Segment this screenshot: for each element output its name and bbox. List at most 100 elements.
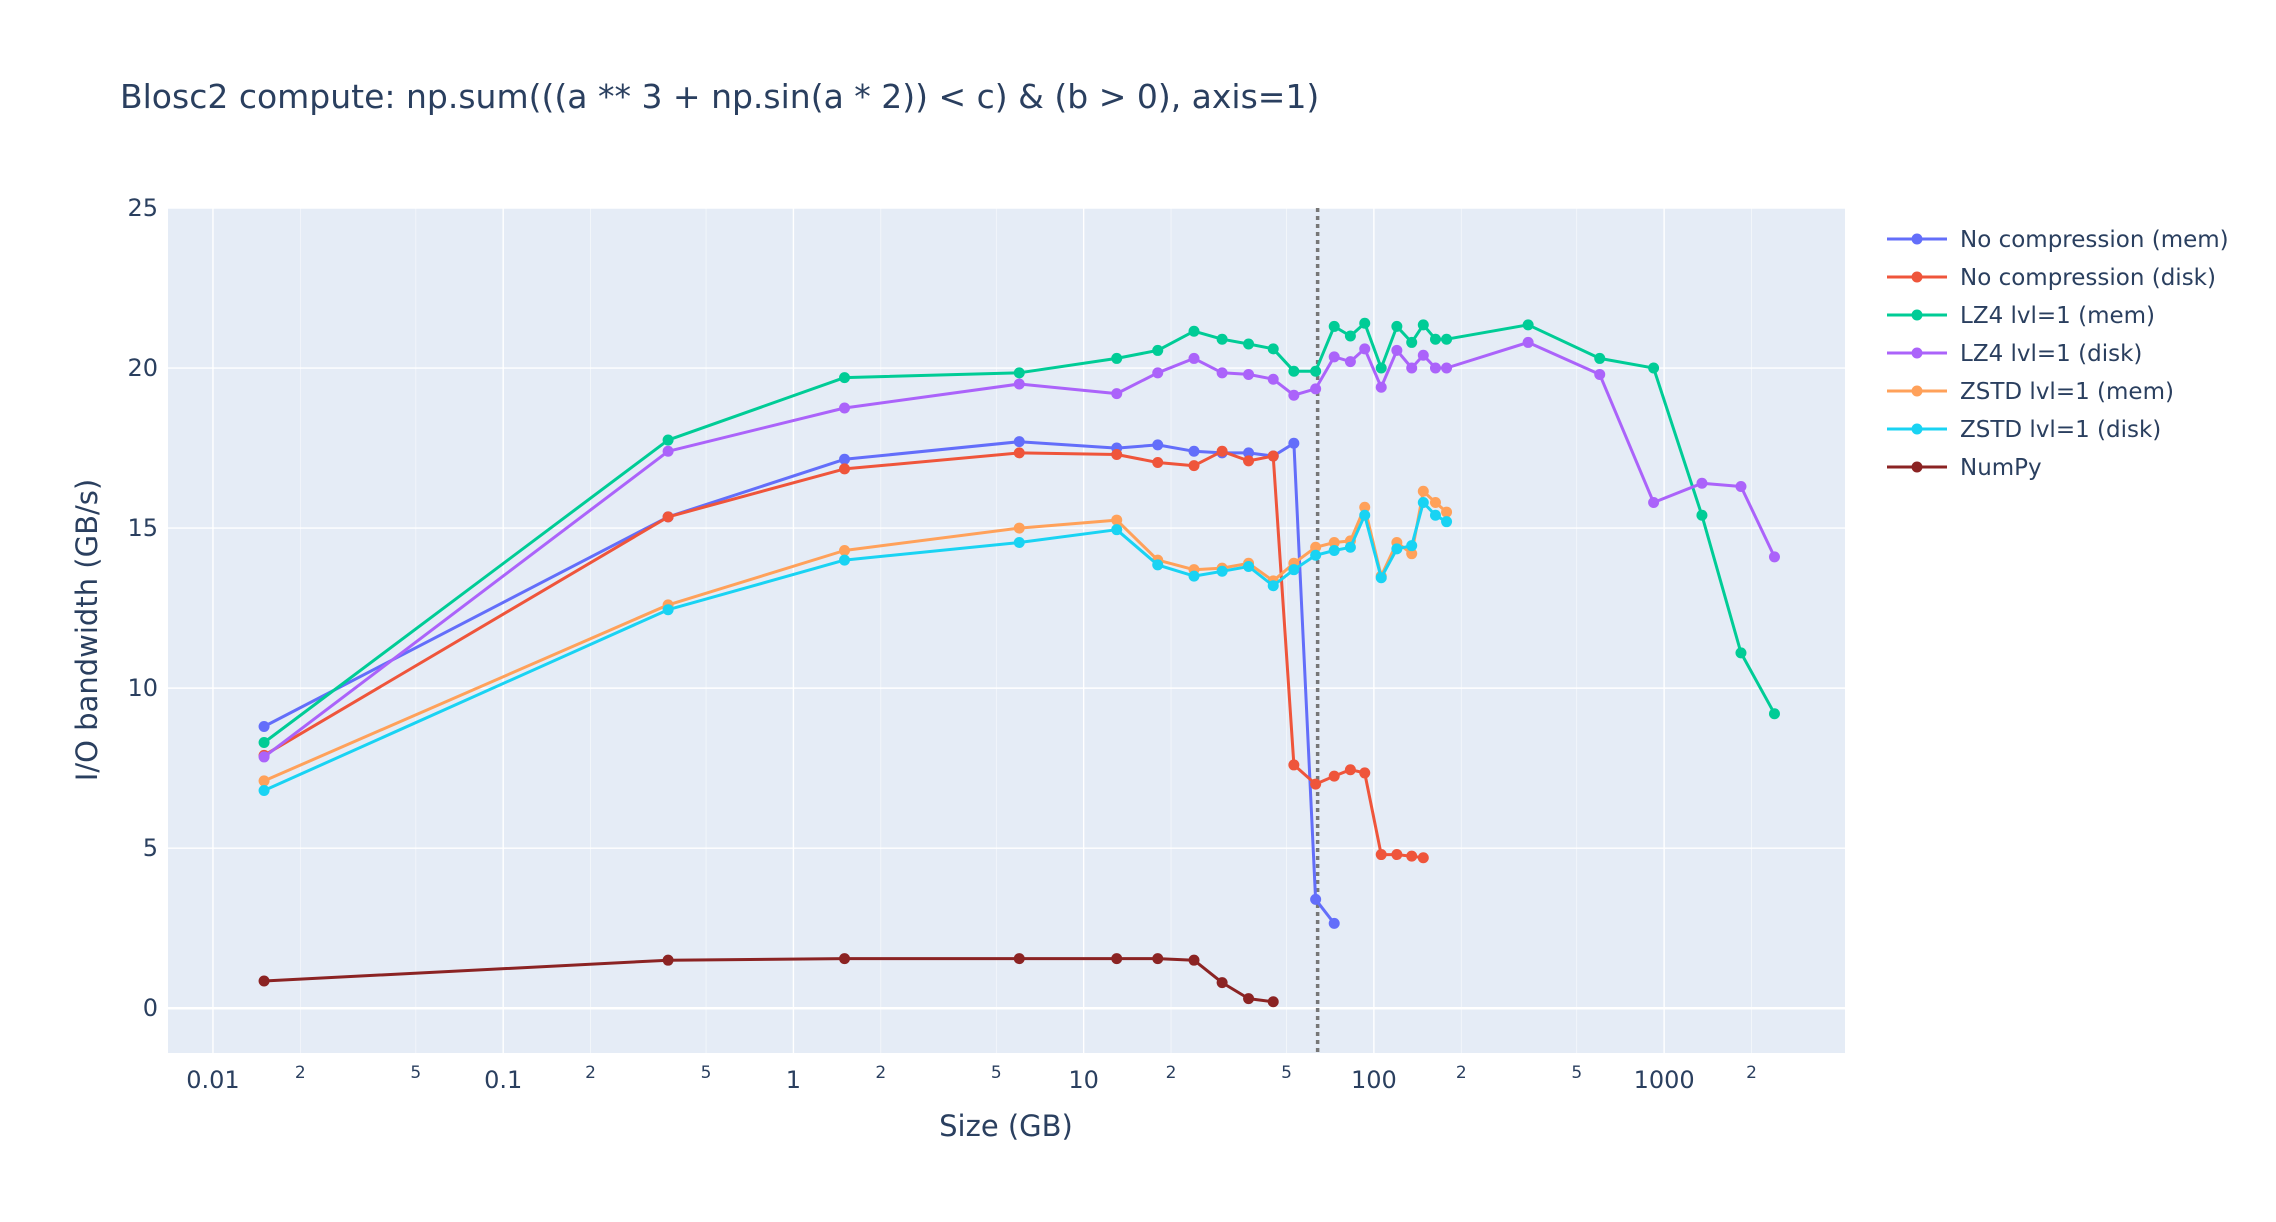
data-point xyxy=(1267,373,1279,385)
data-point xyxy=(1310,778,1322,790)
data-point xyxy=(1243,993,1255,1005)
data-point xyxy=(1188,325,1200,337)
data-point xyxy=(1375,381,1387,393)
data-point xyxy=(1429,362,1441,374)
data-point xyxy=(258,785,270,797)
data-point xyxy=(1696,477,1708,489)
x-minor-tick-label: 2 xyxy=(875,1063,886,1083)
data-point xyxy=(839,544,851,556)
data-point xyxy=(1216,445,1228,457)
x-tick-label: 0.1 xyxy=(484,1066,522,1094)
data-point xyxy=(1013,522,1025,534)
data-point xyxy=(1594,368,1606,380)
data-point xyxy=(1111,448,1123,460)
chart-title: Blosc2 compute: np.sum(((a ** 3 + np.sin… xyxy=(120,77,1319,116)
data-point xyxy=(1111,388,1123,400)
data-point xyxy=(1417,349,1429,361)
y-tick-label: 20 xyxy=(127,354,158,382)
data-point xyxy=(1013,953,1025,965)
data-point xyxy=(1344,764,1356,776)
data-point xyxy=(1013,378,1025,390)
x-minor-tick-label: 2 xyxy=(1166,1063,1177,1083)
x-minor-tick-label: 2 xyxy=(1746,1063,1757,1083)
data-point xyxy=(1328,770,1340,782)
data-point xyxy=(1735,480,1747,492)
data-point xyxy=(1243,338,1255,350)
data-point xyxy=(1391,320,1403,332)
data-point xyxy=(1111,524,1123,536)
data-point xyxy=(1288,759,1300,771)
x-tick-label: 1 xyxy=(786,1066,801,1094)
data-point xyxy=(1522,319,1534,331)
data-point xyxy=(1243,455,1255,467)
data-point xyxy=(1391,344,1403,356)
legend-label: ZSTD lvl=1 (mem) xyxy=(1960,379,2174,405)
data-point xyxy=(1328,536,1340,548)
data-point xyxy=(1417,319,1429,331)
y-tick-label: 5 xyxy=(143,834,158,862)
data-point xyxy=(1267,996,1279,1008)
legend-item[interactable]: No compression (disk) xyxy=(1887,265,2216,291)
legend-label: No compression (mem) xyxy=(1960,227,2229,253)
data-point xyxy=(1648,496,1660,508)
legend-item[interactable]: No compression (mem) xyxy=(1887,227,2229,253)
data-point xyxy=(1417,496,1429,508)
data-point xyxy=(1417,852,1429,864)
data-point xyxy=(839,463,851,475)
legend-item[interactable]: NumPy xyxy=(1887,455,2042,481)
data-point xyxy=(1344,356,1356,368)
data-point xyxy=(1288,564,1300,576)
x-minor-tick-label: 5 xyxy=(1571,1063,1582,1083)
y-tick-label: 0 xyxy=(143,994,158,1022)
data-point xyxy=(1310,383,1322,395)
series-no-compression-disk xyxy=(258,445,1429,864)
data-point xyxy=(1441,506,1453,518)
legend-item[interactable]: ZSTD lvl=1 (mem) xyxy=(1887,379,2174,405)
legend[interactable]: No compression (mem) No compression (disk… xyxy=(1887,227,2229,481)
data-point xyxy=(1188,570,1200,582)
data-point xyxy=(1406,548,1418,560)
legend-label: ZSTD lvl=1 (disk) xyxy=(1960,417,2161,443)
data-point xyxy=(1359,501,1371,513)
series-lz4-lvl-1-mem xyxy=(258,317,1780,749)
data-point xyxy=(1406,336,1418,348)
data-point xyxy=(1359,343,1371,355)
data-point xyxy=(839,953,851,965)
data-point xyxy=(1111,352,1123,364)
data-point xyxy=(258,975,270,987)
legend-label: LZ4 lvl=1 (disk) xyxy=(1960,341,2142,367)
legend-item[interactable]: LZ4 lvl=1 (mem) xyxy=(1887,303,2155,329)
x-minor-tick-label: 2 xyxy=(1456,1063,1467,1083)
legend-swatch-marker xyxy=(1911,309,1923,321)
data-point xyxy=(839,402,851,414)
data-point xyxy=(1243,447,1255,459)
data-point xyxy=(1310,365,1322,377)
data-point xyxy=(662,954,674,966)
data-point xyxy=(1417,485,1429,497)
data-point xyxy=(1216,333,1228,345)
legend-swatch-marker xyxy=(1911,385,1923,397)
x-tick-label: 10 xyxy=(1068,1066,1099,1094)
data-point xyxy=(1188,460,1200,472)
legend-label: LZ4 lvl=1 (mem) xyxy=(1960,303,2155,329)
data-point xyxy=(1216,565,1228,577)
data-point xyxy=(1391,543,1403,555)
legend-item[interactable]: LZ4 lvl=1 (disk) xyxy=(1887,341,2142,367)
data-point xyxy=(258,775,270,787)
data-point xyxy=(1243,560,1255,572)
data-point xyxy=(1188,352,1200,364)
data-point xyxy=(1359,767,1371,779)
legend-swatch-marker xyxy=(1911,271,1923,283)
legend-label: No compression (disk) xyxy=(1960,265,2216,291)
data-point xyxy=(1429,333,1441,345)
legend-label: NumPy xyxy=(1960,455,2042,481)
data-point xyxy=(1288,389,1300,401)
data-point xyxy=(1188,445,1200,457)
data-point xyxy=(1216,977,1228,989)
data-point xyxy=(1267,343,1279,355)
x-minor-tick-label: 2 xyxy=(295,1063,306,1083)
data-point xyxy=(1768,551,1780,563)
legend-item[interactable]: ZSTD lvl=1 (disk) xyxy=(1887,417,2161,443)
x-minor-tick-label: 5 xyxy=(991,1063,1002,1083)
